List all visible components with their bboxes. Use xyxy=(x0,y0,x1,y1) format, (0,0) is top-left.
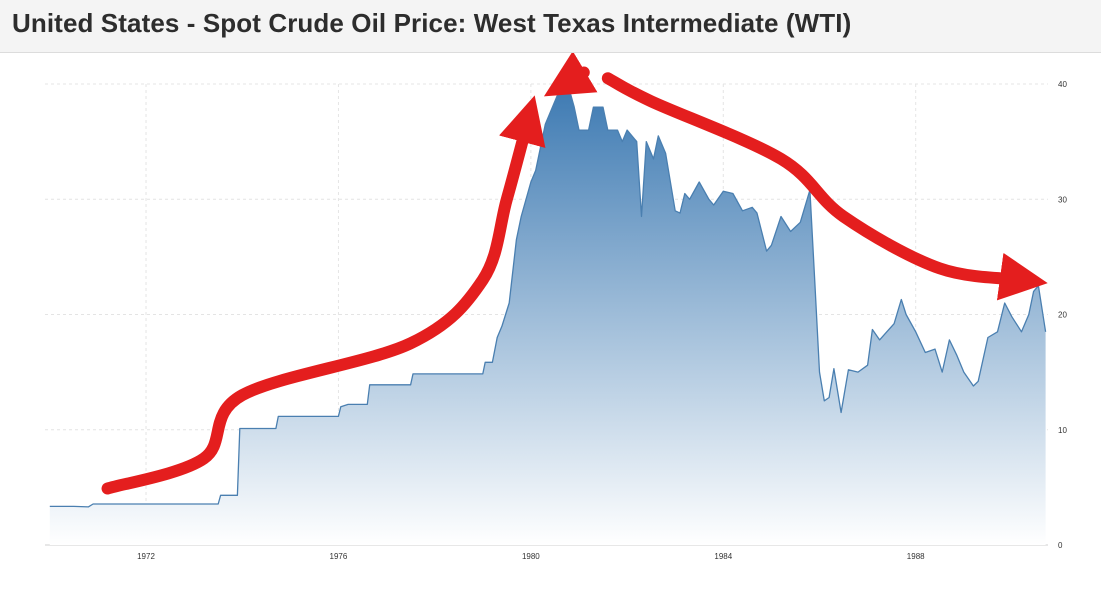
falling-arrow-annotation xyxy=(601,72,1048,301)
y-tick-label: 10 xyxy=(1058,426,1067,435)
x-tick-label: 1984 xyxy=(714,552,732,561)
rising-arrow-annotation xyxy=(101,95,546,495)
x-axis: 1972 1976 1980 1984 1988 xyxy=(137,552,925,561)
y-tick-label: 20 xyxy=(1058,311,1067,320)
x-tick-label: 1976 xyxy=(330,552,348,561)
x-tick-label: 1972 xyxy=(137,552,155,561)
annotation-layer xyxy=(101,53,1048,495)
series-area-fill xyxy=(49,89,1046,546)
x-tick-label: 1980 xyxy=(522,552,540,561)
y-axis: 0 10 20 30 40 xyxy=(1058,80,1067,550)
title-bar: United States - Spot Crude Oil Price: We… xyxy=(0,0,1101,53)
series-line xyxy=(49,89,1047,508)
y-tick-label: 30 xyxy=(1058,195,1067,204)
y-tick-label: 40 xyxy=(1058,80,1067,89)
chart: 1972 1976 1980 1984 1988 0 10 20 30 40 xyxy=(45,53,1067,561)
chart-area-layer xyxy=(49,89,1047,546)
x-tick-label: 1988 xyxy=(907,552,925,561)
page-title: United States - Spot Crude Oil Price: We… xyxy=(12,8,852,38)
y-tick-label: 0 xyxy=(1058,541,1063,550)
peak-arrow-annotation xyxy=(543,53,598,97)
